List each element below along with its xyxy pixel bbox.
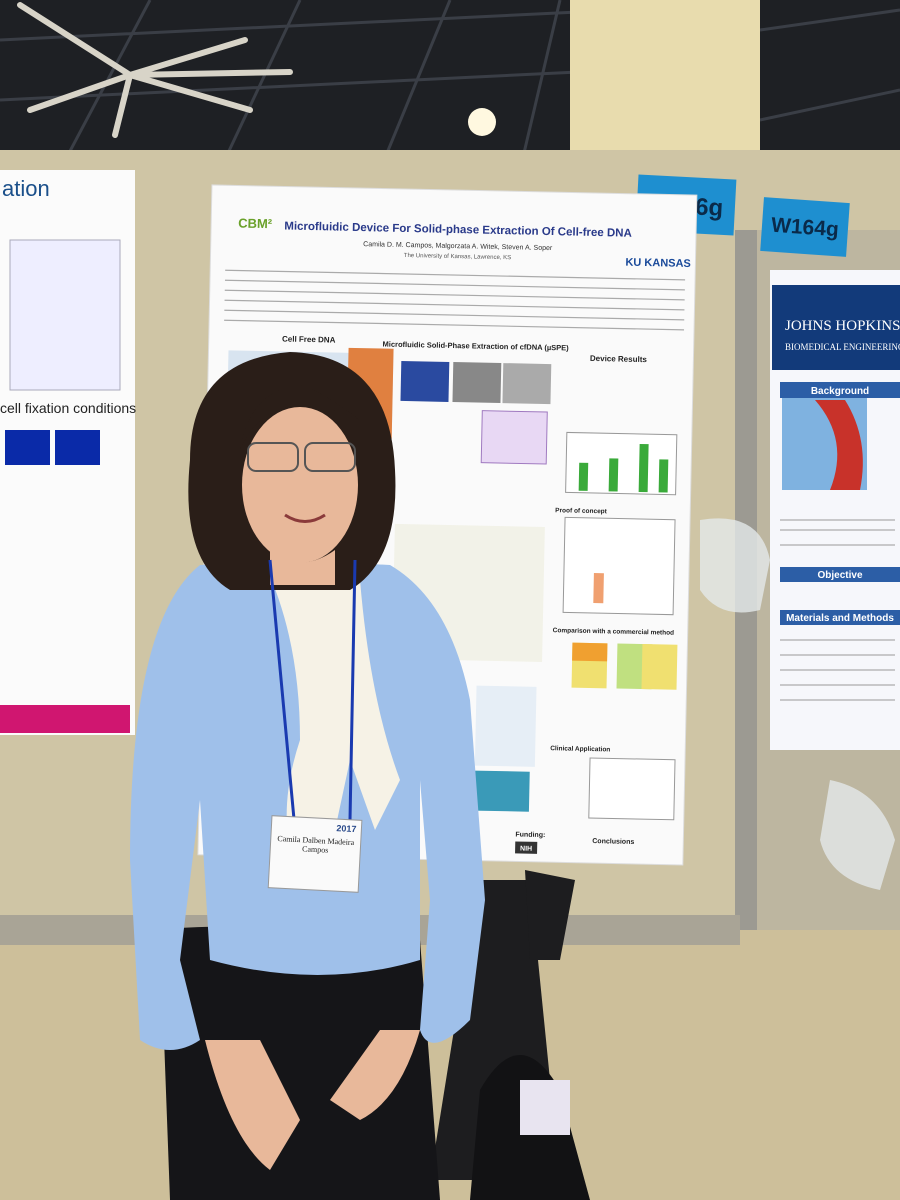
section-header: Conclusions: [592, 838, 634, 846]
section-header: Background: [811, 386, 869, 397]
poster-logo: CBM²: [238, 216, 273, 232]
ceiling-light: [468, 108, 496, 136]
right-poster: JOHNS HOPKINS BIOMEDICAL ENGINEERING Bac…: [770, 270, 900, 750]
plastic-bag: [820, 780, 895, 890]
sign: W164g: [760, 197, 850, 257]
section-header: Objective: [817, 570, 862, 581]
section-header: Device Results: [590, 354, 648, 364]
poster-subheader: cell fixation conditions: [0, 400, 136, 416]
sign-label: W164g: [770, 214, 839, 242]
ceiling-fan: [17, 2, 293, 138]
section-header: Funding:: [515, 831, 545, 839]
badge-year: 2017: [336, 823, 357, 834]
person: [130, 352, 485, 1200]
section-header: Materials and Methods: [786, 613, 894, 624]
left-poster: ation cell fixation conditions: [0, 170, 136, 735]
dept-name: BIOMEDICAL ENGINEERING: [785, 342, 900, 352]
funder-logo: NIH: [520, 846, 532, 853]
poster-authors: Camila D. M. Campos, Malgorzata A. Witek…: [363, 241, 553, 252]
section-header: Clinical Application: [550, 745, 610, 753]
badge-name: Camila Dalben Madeira Campos: [277, 834, 355, 855]
poster-university: KU KANSAS: [625, 257, 691, 270]
section-header: Proof of concept: [555, 507, 608, 515]
section-header: Cell Free DNA: [282, 334, 336, 344]
handbag-contents: [520, 1080, 570, 1135]
section-header: Comparison with a commercial method: [553, 627, 675, 637]
background-person: [525, 870, 575, 960]
section-header: Microfluidic Solid-Phase Extraction of c…: [382, 340, 569, 353]
plastic-bag: [700, 518, 770, 613]
poster-header: ation: [2, 176, 50, 201]
poster-affiliation: The University of Kansas, Lawrence, KS: [404, 253, 511, 261]
org-name: JOHNS HOPKINS: [785, 318, 900, 334]
name-badge: 2017 Camila Dalben Madeira Campos: [267, 815, 363, 893]
